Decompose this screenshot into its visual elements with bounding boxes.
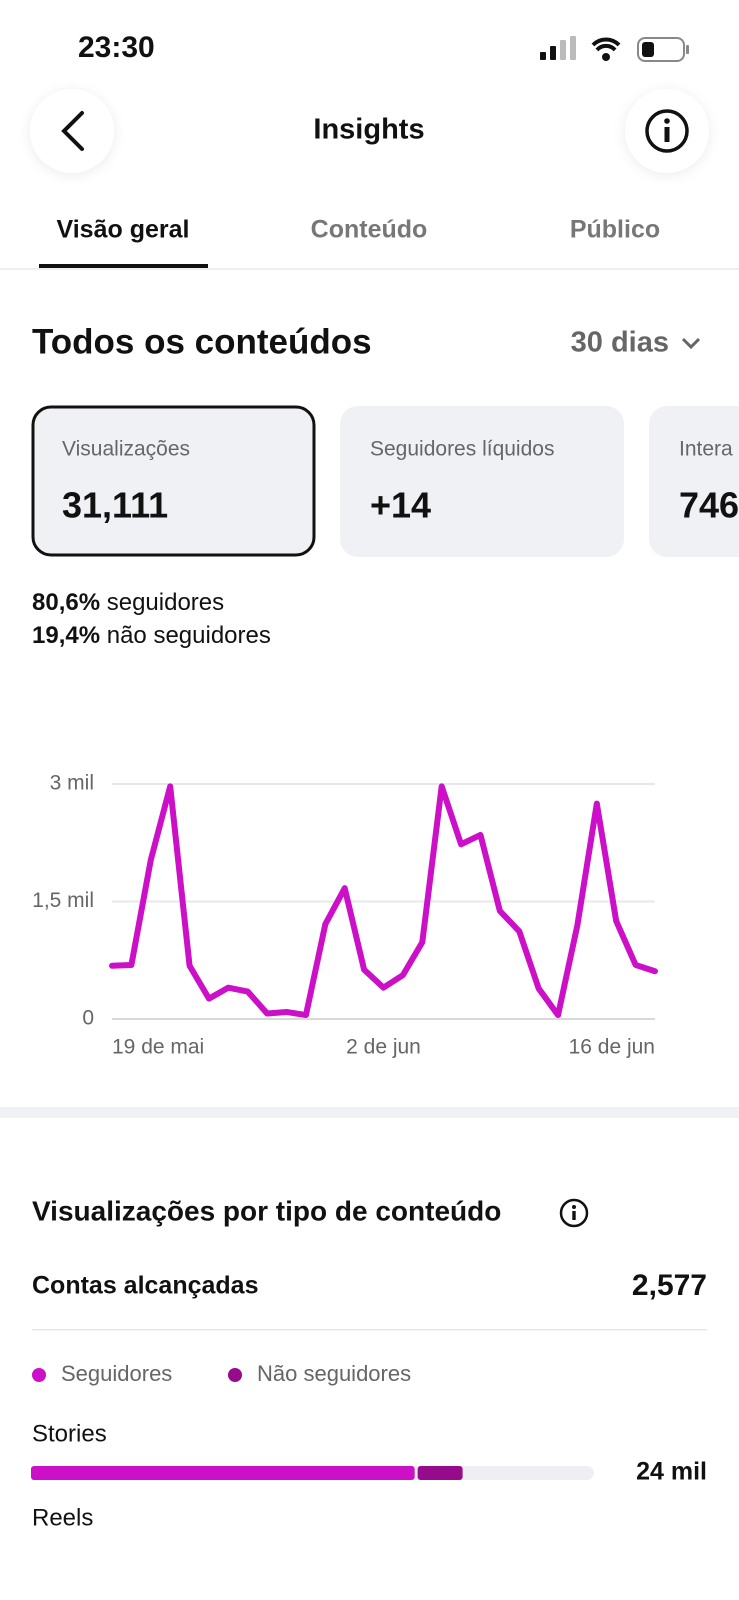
- y-tick-label: 1,5 mil: [32, 889, 94, 912]
- tab[interactable]: Conteúdo: [311, 216, 428, 244]
- breakdown-percent: 80,6%: [32, 589, 100, 616]
- y-tick-label: 0: [82, 1007, 94, 1030]
- breakdown-label: seguidores: [107, 589, 224, 616]
- metric-card[interactable]: [340, 406, 624, 557]
- card-value: 31,111: [62, 485, 168, 526]
- card-label: Visualizações: [62, 438, 190, 461]
- status-time: 23:30: [78, 31, 155, 64]
- legend-label: Não seguidores: [257, 1361, 411, 1386]
- x-tick-label: 16 de jun: [569, 1036, 655, 1059]
- category-label: Reels: [32, 1504, 93, 1531]
- info-icon: [645, 109, 689, 153]
- tab-indicator: [39, 264, 208, 268]
- x-tick-label: 19 de mai: [112, 1036, 204, 1059]
- breakdown-line: 19,4% não seguidores: [32, 622, 271, 649]
- legend-dot: [32, 1368, 46, 1382]
- bar-segment: [31, 1466, 415, 1480]
- legend-label: Seguidores: [61, 1361, 172, 1386]
- category-label: Stories: [32, 1420, 107, 1447]
- info-icon[interactable]: [559, 1198, 589, 1228]
- total-label: 24 mil: [636, 1458, 707, 1486]
- section-title: Visualizações por tipo de conteúdo: [32, 1195, 501, 1226]
- header-title: Insights: [313, 114, 424, 146]
- tab[interactable]: Público: [570, 216, 660, 244]
- x-tick-label: 2 de jun: [346, 1036, 421, 1059]
- y-tick-label: 3 mil: [50, 772, 94, 795]
- back-button[interactable]: [30, 89, 114, 173]
- bar-segment: [417, 1466, 463, 1480]
- metric-card[interactable]: [649, 406, 739, 557]
- summary-value: 2,577: [632, 1269, 707, 1302]
- card-label: Intera: [679, 438, 733, 461]
- legend-dot: [228, 1368, 242, 1382]
- section-title: Todos os conteúdos: [32, 322, 372, 361]
- chevron: [681, 337, 701, 350]
- card-value: 746: [679, 485, 739, 526]
- card-value: +14: [370, 485, 431, 526]
- divider: [32, 1329, 707, 1331]
- line-series: [109, 783, 658, 1019]
- section-separator: [0, 1107, 739, 1118]
- tab-divider: [0, 268, 739, 270]
- metric-card[interactable]: [31, 405, 316, 557]
- breakdown-line: 80,6% seguidores: [32, 589, 224, 616]
- breakdown-percent: 19,4%: [32, 622, 100, 649]
- card-label: Seguidores líquidos: [370, 438, 554, 461]
- period-selector[interactable]: 30 dias: [571, 327, 669, 359]
- back-icon: [61, 111, 84, 151]
- summary-label: Contas alcançadas: [32, 1272, 259, 1300]
- breakdown-label: não seguidores: [107, 622, 271, 649]
- status-icons: [540, 36, 689, 62]
- tab[interactable]: Visão geral: [57, 216, 190, 244]
